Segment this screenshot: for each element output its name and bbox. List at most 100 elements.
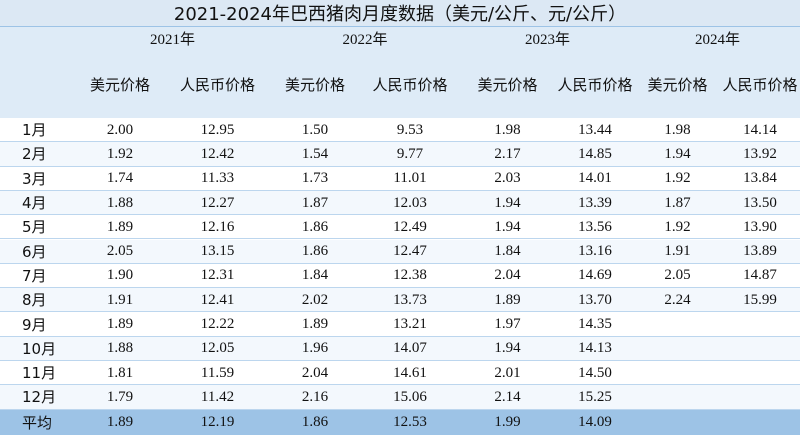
value-cell: 11.33	[200, 170, 235, 187]
year-header: 2023年	[460, 27, 635, 50]
value-cell: 1.94	[494, 340, 521, 357]
value-cell: 13.89	[743, 243, 777, 260]
column-header: 美元价格	[75, 50, 165, 118]
value-cell: 1.89	[494, 291, 521, 308]
value-cell: 1.81	[106, 364, 134, 381]
value-cell: 14.01	[578, 170, 612, 187]
row-label: 3月	[0, 166, 75, 191]
value-cell: 14.35	[578, 316, 612, 333]
row-label: 5月	[0, 215, 75, 240]
value-cell: 1.84	[301, 267, 329, 284]
row-label: 12月	[0, 385, 75, 410]
row-bg	[0, 385, 800, 410]
value-cell: 2.05	[106, 243, 134, 260]
row-label: 8月	[0, 288, 75, 313]
row-bg	[0, 361, 800, 386]
value-cell: 14.09	[578, 413, 612, 430]
value-cell: 9.53	[396, 121, 424, 138]
row-label: 11月	[0, 361, 75, 386]
value-cell: 12.41	[200, 291, 235, 308]
value-cell: 1.96	[301, 340, 329, 357]
row-bg	[0, 190, 800, 216]
value-cell: 9.77	[396, 145, 424, 162]
column-header: 人民币价格	[360, 50, 460, 118]
value-cell: 12.38	[393, 267, 427, 284]
value-cell: 1.87	[301, 194, 329, 211]
value-cell: 1.84	[494, 243, 521, 260]
row-bg	[0, 215, 800, 240]
value-cell: 13.84	[743, 170, 777, 187]
value-cell: 1.88	[106, 194, 134, 211]
value-cell: 2.03	[494, 170, 521, 187]
row-label: 9月	[0, 312, 75, 337]
row-bg	[0, 409, 800, 435]
value-cell: 1.79	[106, 388, 134, 405]
value-cell: 2.00	[106, 121, 134, 138]
value-cell: 13.21	[393, 316, 427, 333]
row-bg	[0, 142, 800, 167]
value-cell: 11.42	[200, 388, 235, 405]
value-cell: 12.42	[200, 145, 235, 162]
value-cell: 13.39	[578, 194, 612, 211]
value-cell: 12.31	[200, 267, 235, 284]
value-cell: 14.85	[578, 145, 612, 162]
value-cell: 1.88	[106, 340, 134, 357]
value-cell: 15.06	[393, 388, 427, 405]
value-cell: 1.90	[106, 267, 134, 284]
value-cell: 2.17	[494, 145, 521, 162]
value-cell: 12.05	[200, 340, 235, 357]
value-cell: 14.14	[743, 121, 777, 138]
value-cell: 12.95	[200, 121, 235, 138]
value-cell: 13.70	[578, 291, 612, 308]
value-cell: 15.25	[578, 388, 612, 405]
row-bg	[0, 118, 800, 143]
value-cell: 2.16	[301, 388, 329, 405]
value-cell: 2.14	[494, 388, 521, 405]
value-cell: 1.99	[494, 413, 521, 430]
value-cell: 14.69	[578, 267, 612, 284]
value-cell: 11.01	[393, 170, 427, 187]
column-header: 人民币价格	[720, 50, 800, 118]
value-cell: 13.73	[393, 291, 427, 308]
row-bg	[0, 312, 800, 337]
value-cell: 1.89	[106, 413, 134, 430]
value-cell: 2.04	[301, 364, 329, 381]
value-cell: 12.49	[393, 218, 427, 235]
value-cell: 1.86	[301, 243, 329, 260]
column-header: 美元价格	[460, 50, 555, 118]
value-cell: 13.90	[743, 218, 777, 235]
value-cell: 1.91	[664, 243, 691, 260]
row-bg	[0, 263, 800, 289]
row-bg	[0, 336, 800, 361]
value-cell: 12.19	[200, 413, 235, 430]
value-cell: 12.47	[393, 243, 427, 260]
value-cell: 1.92	[106, 145, 134, 162]
value-cell: 2.02	[301, 291, 329, 308]
value-cell: 2.24	[664, 291, 691, 308]
value-cell: 13.16	[578, 243, 612, 260]
year-header: 2022年	[270, 27, 460, 50]
column-header: 人民币价格	[555, 50, 635, 118]
row-label: 10月	[0, 336, 75, 361]
row-label: 1月	[0, 118, 75, 143]
value-cell: 1.98	[494, 121, 521, 138]
value-cell: 1.92	[664, 218, 691, 235]
row-bg	[0, 239, 800, 264]
value-cell: 1.54	[301, 145, 329, 162]
year-header: 2021年	[75, 27, 270, 50]
value-cell: 13.15	[200, 243, 235, 260]
value-cell: 2.01	[494, 364, 521, 381]
value-cell: 12.16	[200, 218, 235, 235]
value-cell: 1.89	[106, 218, 134, 235]
value-cell: 12.22	[200, 316, 235, 333]
column-header: 美元价格	[635, 50, 720, 118]
row-label: 7月	[0, 263, 75, 289]
value-cell: 12.27	[200, 194, 235, 211]
value-cell: 14.13	[578, 340, 612, 357]
value-cell: 1.86	[301, 218, 329, 235]
row-bg	[0, 166, 800, 191]
value-cell: 2.04	[494, 267, 521, 284]
value-cell: 1.94	[494, 194, 521, 211]
value-cell: 14.07	[393, 340, 427, 357]
